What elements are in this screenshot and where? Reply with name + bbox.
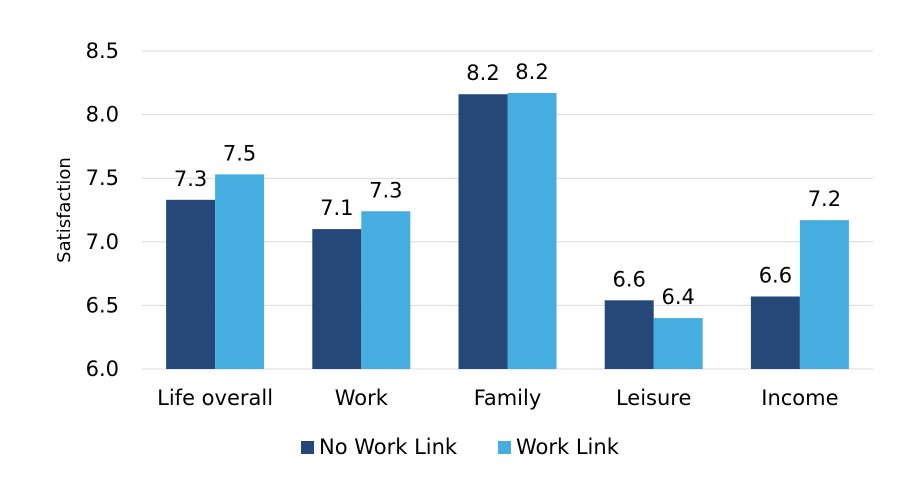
data-label: 6.4 [661,285,694,309]
y-tick-label: 7.5 [86,166,119,190]
bar-work-link [799,220,849,369]
data-label: 8.2 [466,61,499,85]
bar-work-link [507,92,557,369]
bar-work-link [215,174,265,369]
data-label: 7.3 [174,167,207,191]
legend-swatch [498,441,511,454]
x-category-label: Leisure [616,386,691,410]
y-tick-label: 7.0 [86,230,119,254]
bar-no-work-link [604,300,654,369]
x-category-label: Income [761,386,838,410]
y-tick-label: 6.5 [86,293,119,317]
legend-swatch [301,441,314,454]
data-label: 6.6 [759,263,792,287]
bar-no-work-link [166,199,216,369]
y-tick-label: 6.0 [86,357,119,381]
legend: No Work Link Work Link [301,435,620,459]
data-label: 7.3 [369,178,402,202]
data-label: 8.2 [515,60,548,84]
y-tick-label: 8.0 [86,103,119,127]
bar-no-work-link [458,94,508,370]
bars [166,92,849,370]
bar-no-work-link [312,229,362,369]
data-label: 7.2 [808,187,841,211]
bar-work-link [361,211,411,369]
y-axis-ticks: 6.0 6.5 7.0 7.5 8.0 8.5 [86,39,119,381]
y-axis-title: Satisfaction [54,157,75,263]
data-label: 7.1 [320,196,353,220]
data-labels: 7.3 7.5 7.1 7.3 8.2 8.2 6.6 6.4 6.6 7.2 [174,60,841,309]
x-category-label: Life overall [157,386,273,410]
x-category-label: Work [335,386,389,410]
bar-no-work-link [750,296,800,369]
data-label: 6.6 [612,267,645,291]
data-label: 7.5 [223,141,256,165]
x-category-label: Family [474,386,542,410]
x-axis-categories: Life overall Work Family Leisure Income [157,386,838,410]
bar-work-link [653,318,703,369]
y-tick-label: 8.5 [86,39,119,63]
legend-label: Work Link [516,435,620,459]
legend-label: No Work Link [319,435,458,459]
